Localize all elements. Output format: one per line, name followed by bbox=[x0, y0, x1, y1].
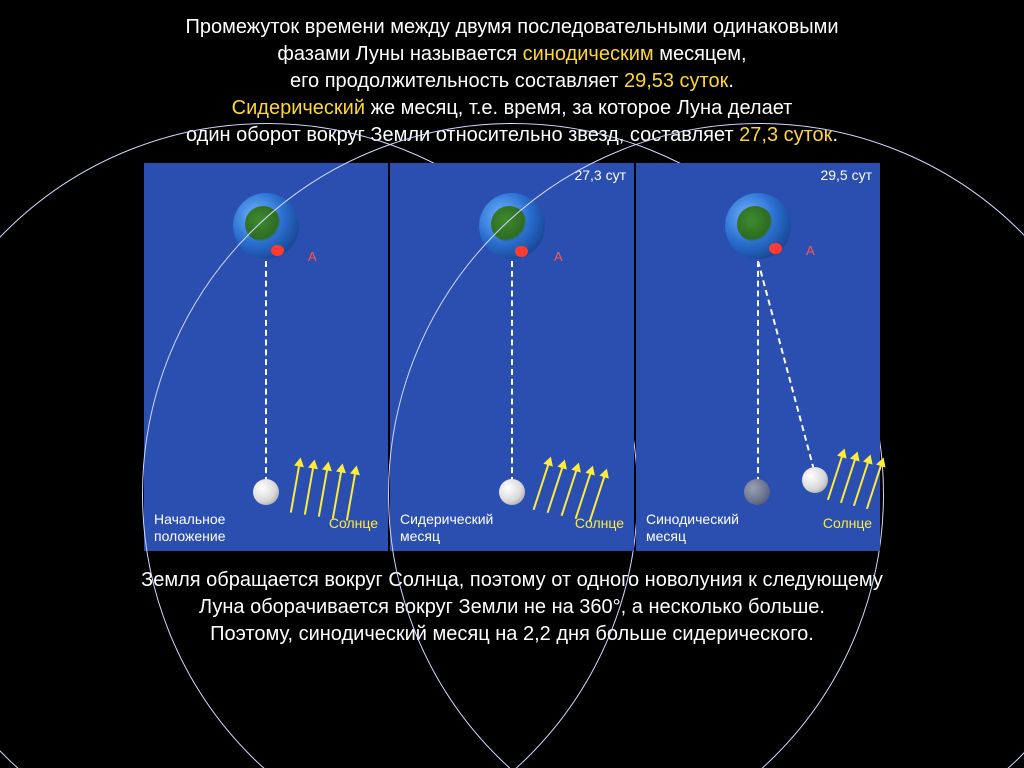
earth-moon-line bbox=[757, 261, 759, 483]
synodic-days: 29,53 суток bbox=[624, 70, 728, 92]
marker-a-label: A bbox=[806, 243, 815, 258]
synodic-word: синодическим bbox=[523, 43, 654, 65]
intro-line: . bbox=[728, 70, 734, 92]
marker-a-dot bbox=[769, 243, 782, 254]
moon-synodic-pos bbox=[802, 467, 828, 493]
intro-line: его продолжительность составляет bbox=[290, 70, 624, 92]
panel-synodic: 29,5 сут A Синодический месяц Солнце bbox=[636, 163, 880, 551]
intro-line: Промежуток времени между двумя последова… bbox=[185, 16, 838, 38]
sun-label: Солнце bbox=[823, 515, 872, 531]
moon-sidereal-pos bbox=[744, 479, 770, 505]
panel-label: Синодический bbox=[646, 511, 739, 527]
earth bbox=[725, 193, 791, 259]
panel-label: месяц bbox=[646, 528, 686, 544]
intro-line: же месяц, т.е. время, за которое Луна де… bbox=[365, 97, 792, 119]
slide: Промежуток времени между двумя последова… bbox=[0, 0, 1024, 768]
intro-line: фазами Луны называется bbox=[277, 43, 522, 65]
intro-line: месяцем, bbox=[654, 43, 747, 65]
sidereal-word: Сидерический bbox=[232, 97, 365, 119]
diagram-row: A Начальное положение Солнце 27,3 сут A bbox=[0, 163, 1024, 551]
